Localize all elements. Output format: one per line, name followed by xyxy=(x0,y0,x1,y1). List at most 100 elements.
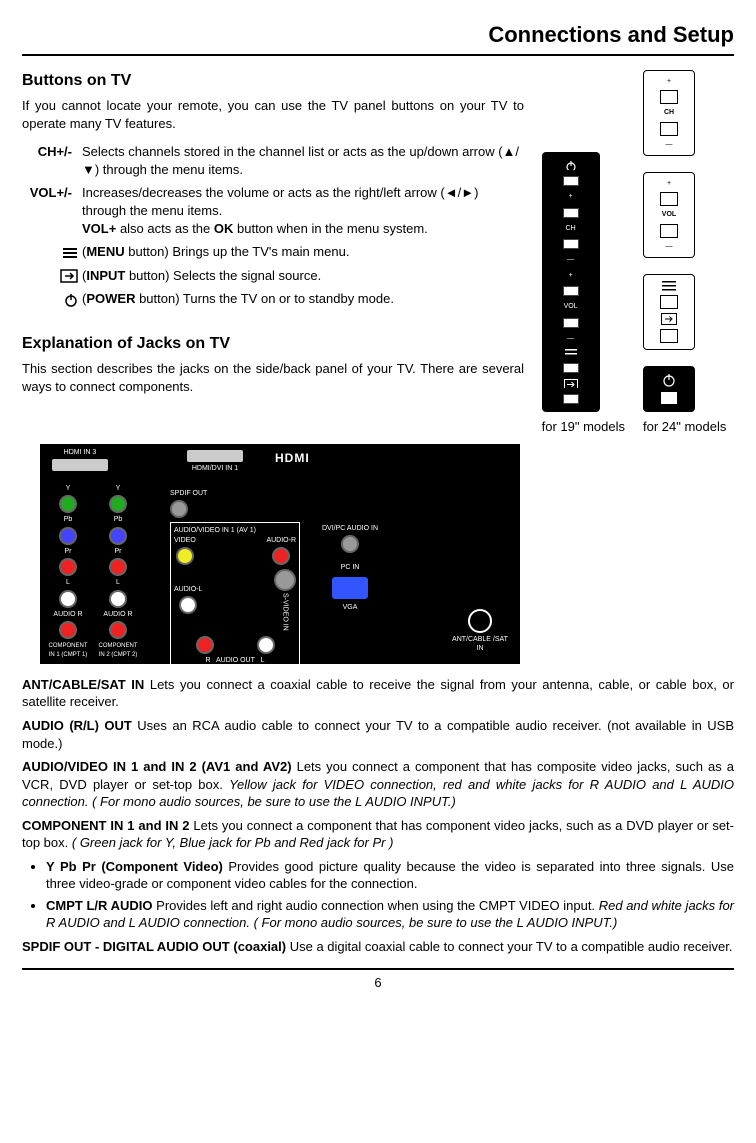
power-icon xyxy=(662,373,676,387)
lbl-vga: VGA xyxy=(343,604,358,611)
row-ch-label: CH+/- xyxy=(22,140,82,181)
panel-button xyxy=(660,224,678,238)
jack-icon xyxy=(170,500,188,518)
b-comp: COMPONENT IN 1 and IN 2 xyxy=(22,818,190,833)
lbl-audio-out: AUDIO OUT xyxy=(216,657,255,664)
page-number: 6 xyxy=(22,968,734,992)
b-sp: SPDIF OUT - DIGITAL AUDIO OUT (coaxial) xyxy=(22,939,286,954)
power-icon xyxy=(64,293,78,307)
panel-button xyxy=(660,90,678,104)
minus-label: — xyxy=(666,140,673,149)
row-power-rest: button) Turns the TV on or to standby mo… xyxy=(135,291,393,306)
jack-icon xyxy=(179,596,197,614)
para-av: AUDIO/VIDEO IN 1 and IN 2 (AV1 and AV2) … xyxy=(22,758,734,811)
input-icon xyxy=(661,313,677,325)
para-spdif: SPDIF OUT - DIGITAL AUDIO OUT (coaxial) … xyxy=(22,938,734,956)
b-ant: ANT/CABLE/SAT IN xyxy=(22,677,144,692)
lbl-r: R xyxy=(78,611,83,618)
jack-icon xyxy=(109,558,127,576)
row-menu-text: (MENU button) Brings up the TV's main me… xyxy=(82,240,524,264)
lbl-ant: ANT/CABLE /SAT IN xyxy=(452,636,508,652)
hdmi-slot-icon xyxy=(187,450,243,462)
minus-label: — xyxy=(567,334,574,343)
row-vol-b1: VOL+ xyxy=(82,221,116,236)
jack-icon xyxy=(341,535,359,553)
plus-label: + xyxy=(569,192,573,201)
para-comp: COMPONENT IN 1 and IN 2 Lets you connect… xyxy=(22,817,734,852)
panel24-caption: for 24" models xyxy=(643,418,726,436)
row-vol-label: VOL+/- xyxy=(22,181,82,240)
lbl-r: R xyxy=(128,611,133,618)
panel19-caption: for 19" models xyxy=(542,418,625,436)
menu-icon xyxy=(662,281,676,291)
jack-icon xyxy=(109,527,127,545)
lbl-pcin: PC IN xyxy=(341,564,360,571)
para-audio-out: AUDIO (R/L) OUT Uses an RCA audio cable … xyxy=(22,717,734,752)
row-input-text: (INPUT button) Selects the signal source… xyxy=(82,264,524,288)
row-input-rest: button) Selects the signal source. xyxy=(125,268,321,283)
hdmi-slot-icon xyxy=(52,459,108,471)
row-power-bold: POWER xyxy=(86,291,135,306)
lbl-dvipc: DVI/PC AUDIO IN xyxy=(322,525,378,532)
plus-label: + xyxy=(569,271,573,280)
jack-icon xyxy=(59,495,77,513)
lbl-audio-r: AUDIO-R xyxy=(266,537,296,544)
row-vol-b2: OK xyxy=(214,221,234,236)
jack-icon xyxy=(274,569,296,591)
lbl-av1: AUDIO/VIDEO IN 1 (AV 1) xyxy=(174,527,256,534)
panel-button xyxy=(660,122,678,136)
jack-icon xyxy=(257,636,275,654)
input-icon xyxy=(564,379,578,388)
lbl-y: Y xyxy=(66,485,71,492)
b-yp: Y Pb Pr (Component Video) xyxy=(46,859,223,874)
panel-button xyxy=(660,329,678,343)
jack-panel-diagram: HDMI IN 3 HDMI/DVI IN 1 HDMI Y Pb Pr L A… xyxy=(40,444,520,664)
minus-label: — xyxy=(567,255,574,264)
panel-button xyxy=(563,176,579,186)
panel-button xyxy=(660,192,678,206)
jack-icon xyxy=(109,621,127,639)
plus-label: + xyxy=(667,179,671,188)
panel-button xyxy=(563,239,579,249)
buttons-heading: Buttons on TV xyxy=(22,70,524,92)
row-ch-text: Selects channels stored in the channel l… xyxy=(82,140,524,181)
minus-label: — xyxy=(666,242,673,251)
panel-19: + CH — + VOL — xyxy=(542,152,600,412)
t-sp: Use a digital coaxial cable to connect y… xyxy=(286,939,732,954)
lbl-r2: R xyxy=(205,657,210,664)
lbl-pr: Pr xyxy=(115,548,122,555)
t-ca: Provides left and right audio connection… xyxy=(153,898,599,913)
lbl-l2: L xyxy=(261,657,265,664)
row-menu-bold: MENU xyxy=(86,244,124,259)
vol-label: VOL xyxy=(662,210,676,219)
b-ca: CMPT L/R AUDIO xyxy=(46,898,153,913)
i-comp: ( Green jack for Y, Blue jack for Pb and… xyxy=(72,835,394,850)
row-menu-rest: button) Brings up the TV's main menu. xyxy=(125,244,350,259)
power-icon xyxy=(565,160,577,170)
row-input-bold: INPUT xyxy=(86,268,125,283)
bullet-cmpt-audio: CMPT L/R AUDIO Provides left and right a… xyxy=(46,897,734,932)
jack-icon xyxy=(59,527,77,545)
lbl-l: L xyxy=(116,579,120,586)
b-av: AUDIO/VIDEO IN 1 and IN 2 (AV1 and AV2) xyxy=(22,759,292,774)
jack-icon xyxy=(109,590,127,608)
jack-icon xyxy=(196,636,214,654)
vol-label: VOL xyxy=(564,302,578,311)
buttons-table: CH+/- Selects channels stored in the cha… xyxy=(22,140,524,310)
menu-icon xyxy=(62,247,78,259)
ch-label: CH xyxy=(664,108,674,117)
menu-icon-cell xyxy=(22,240,82,264)
lbl-pr: Pr xyxy=(65,548,72,555)
ch-label: CH xyxy=(566,224,576,233)
lbl-video: VIDEO xyxy=(174,537,196,544)
page-title: Connections and Setup xyxy=(22,20,734,56)
power-icon-cell xyxy=(22,287,82,311)
jack-icon xyxy=(59,558,77,576)
panel-button xyxy=(563,394,579,404)
lbl-spdif: SPDIF OUT xyxy=(170,490,207,497)
jack-icon xyxy=(109,495,127,513)
lbl-audio: AUDIO xyxy=(53,611,75,618)
panel-24: + CH — + VOL — xyxy=(643,70,695,413)
panel-button xyxy=(660,391,678,405)
vga-port-icon xyxy=(332,577,368,599)
